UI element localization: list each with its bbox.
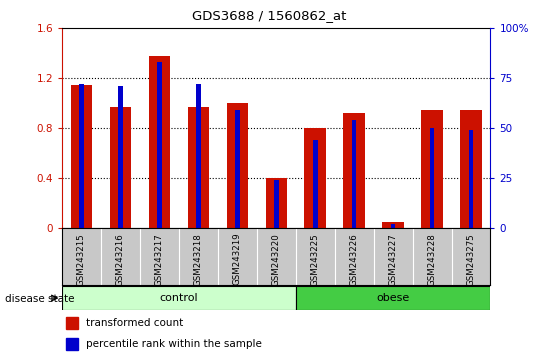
Text: control: control xyxy=(160,293,198,303)
Text: obese: obese xyxy=(376,293,410,303)
Bar xyxy=(71,85,92,228)
Text: transformed count: transformed count xyxy=(86,318,183,329)
Bar xyxy=(196,84,201,228)
Text: percentile rank within the sample: percentile rank within the sample xyxy=(86,339,261,349)
Text: GSM243226: GSM243226 xyxy=(350,233,358,286)
Bar xyxy=(266,178,287,228)
Bar xyxy=(430,129,434,228)
Text: disease state: disease state xyxy=(5,294,75,304)
Bar xyxy=(62,286,296,310)
Text: GSM243275: GSM243275 xyxy=(467,233,475,286)
Bar xyxy=(343,113,365,228)
Text: GSM243220: GSM243220 xyxy=(272,233,281,286)
Bar xyxy=(226,103,248,228)
Bar xyxy=(149,56,170,228)
Bar xyxy=(110,107,131,228)
Bar xyxy=(274,180,279,228)
Text: GSM243215: GSM243215 xyxy=(77,233,86,286)
Bar xyxy=(469,130,473,228)
Text: GSM243228: GSM243228 xyxy=(427,233,437,286)
Bar xyxy=(391,224,396,228)
Text: GSM243216: GSM243216 xyxy=(116,233,125,286)
Bar xyxy=(296,286,490,310)
Bar xyxy=(352,120,356,228)
Bar xyxy=(79,84,84,228)
Bar xyxy=(118,86,123,228)
Text: GSM243218: GSM243218 xyxy=(194,233,203,286)
Bar xyxy=(235,110,240,228)
Bar xyxy=(157,62,162,228)
Bar xyxy=(305,129,326,228)
Bar xyxy=(66,318,78,329)
Text: GSM243227: GSM243227 xyxy=(389,233,398,286)
Bar xyxy=(421,110,443,228)
Bar xyxy=(188,107,209,228)
Text: GDS3688 / 1560862_at: GDS3688 / 1560862_at xyxy=(192,9,347,22)
Bar xyxy=(66,338,78,350)
Bar xyxy=(382,222,404,228)
Bar xyxy=(313,140,317,228)
Text: GSM243225: GSM243225 xyxy=(310,233,320,286)
Text: GSM243217: GSM243217 xyxy=(155,233,164,286)
Text: GSM243219: GSM243219 xyxy=(233,233,242,285)
Bar xyxy=(460,110,482,228)
